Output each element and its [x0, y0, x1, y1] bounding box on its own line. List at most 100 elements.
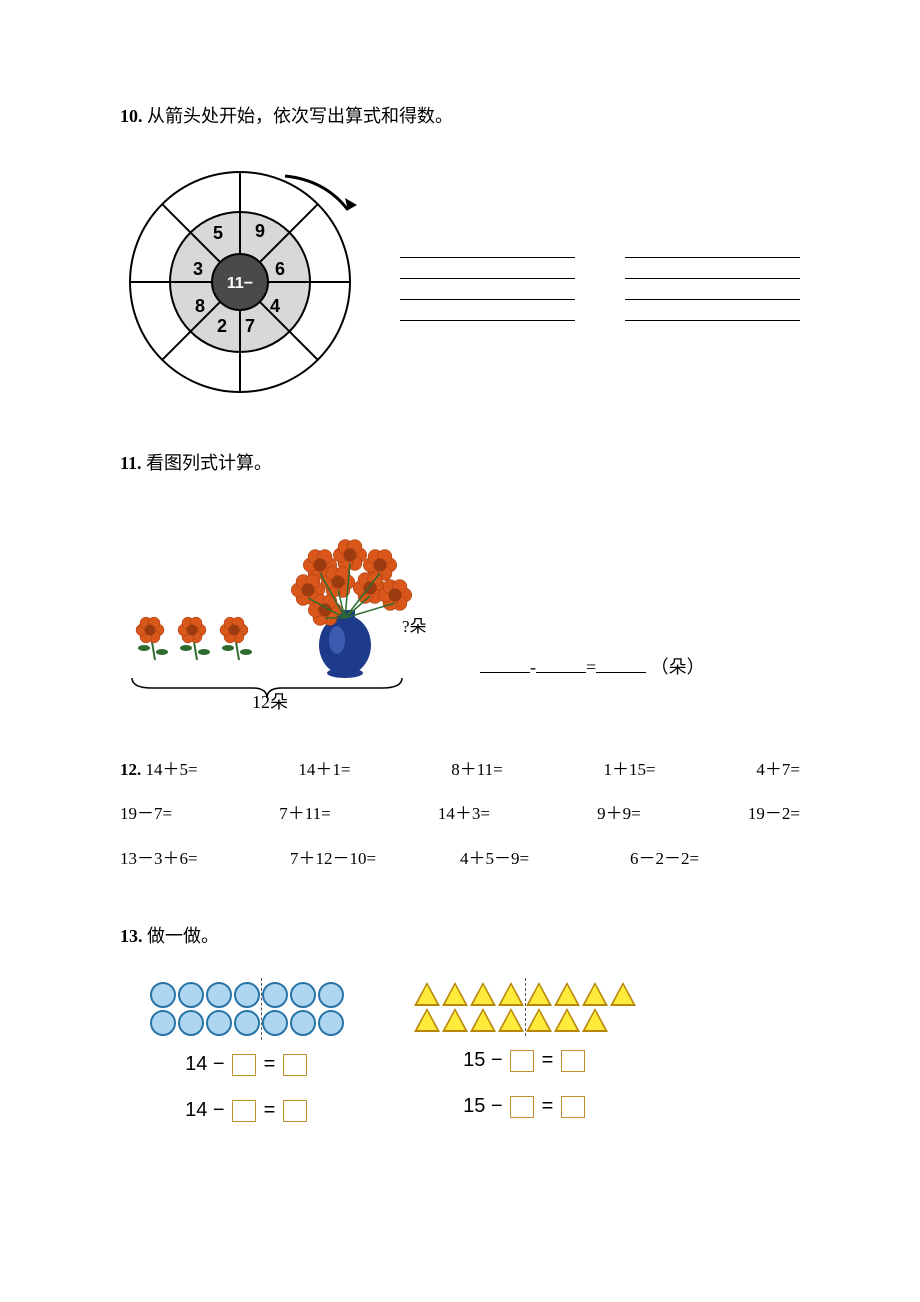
answer-blank[interactable] [625, 299, 800, 300]
equation-line: 14 − = [185, 1046, 309, 1082]
split-line [525, 978, 526, 1036]
arithmetic-expression: 4＋7= [756, 755, 800, 786]
blank-row [400, 278, 800, 279]
svg-text:5: 5 [213, 223, 223, 243]
arithmetic-expression: 14＋1= [298, 755, 350, 786]
circle-icon [262, 1010, 288, 1036]
arithmetic-expression: 4＋5－9= [460, 844, 630, 875]
blank-row [400, 257, 800, 258]
panel-triangles: 15 − = 15 − = [414, 982, 636, 1128]
arithmetic-expression: 12. 14＋5= [120, 755, 198, 786]
answer-blank[interactable] [400, 299, 575, 300]
answer-box[interactable] [283, 1054, 307, 1076]
circle-icon [290, 982, 316, 1008]
triangle-icon [498, 982, 524, 1006]
circle-icon [234, 982, 260, 1008]
problem-11-text: 看图列式计算。 [146, 453, 272, 473]
svg-text:?朵: ?朵 [402, 617, 427, 636]
triangle-icon [582, 1008, 608, 1032]
triangle-icon [442, 1008, 468, 1032]
answer-blank[interactable] [625, 257, 800, 258]
flowers-figure: ?朵 12朵 [120, 510, 450, 710]
equation-line: 15 − = [463, 1088, 587, 1124]
triangle-icon [470, 982, 496, 1006]
arithmetic-expression: 19－2= [748, 799, 800, 830]
shape-row [150, 982, 344, 1008]
problem-11: 11. 看图列式计算。 ?朵 12朵 -= （朵） [120, 447, 800, 709]
triangle-icon [554, 982, 580, 1006]
problem-12-rows: 12. 14＋5=14＋1=8＋11=1＋15=4＋7=19－7=7＋11=14… [120, 755, 800, 875]
answer-box[interactable] [232, 1100, 256, 1122]
problem-11-number: 11. [120, 453, 142, 473]
circle-icon [150, 1010, 176, 1036]
answer-box[interactable] [283, 1100, 307, 1122]
svg-text:7: 7 [245, 316, 255, 336]
equation-blank[interactable] [480, 654, 530, 674]
problem-10-text: 从箭头处开始，依次写出算式和得数。 [147, 106, 453, 126]
problem-10-number: 10. [120, 106, 143, 126]
equation-blank[interactable] [536, 654, 586, 674]
arithmetic-expression: 14＋3= [438, 799, 490, 830]
circle-icon [178, 982, 204, 1008]
answer-box[interactable] [510, 1096, 534, 1118]
blank-row [400, 320, 800, 321]
svg-text:12朵: 12朵 [252, 692, 288, 710]
answer-blank[interactable] [400, 257, 575, 258]
shape-grid [150, 982, 344, 1036]
answer-box[interactable] [232, 1054, 256, 1076]
problem-13-statement: 13. 做一做。 [120, 920, 800, 952]
problem-12: 12. 14＋5=14＋1=8＋11=1＋15=4＋7=19－7=7＋11=14… [120, 755, 800, 875]
circle-icon [234, 1010, 260, 1036]
triangle-icon [414, 982, 440, 1006]
arithmetic-row: 13－3＋6=7＋12－10=4＋5－9=6－2－2= [120, 844, 800, 875]
answer-box[interactable] [561, 1096, 585, 1118]
svg-text:4: 4 [270, 296, 280, 316]
problem-11-body: ?朵 12朵 -= （朵） [120, 510, 800, 710]
problem-10: 10. 从箭头处开始，依次写出算式和得数。 11−96472835 [120, 100, 800, 402]
circle-icon [262, 982, 288, 1008]
circle-icon [206, 1010, 232, 1036]
answer-blank[interactable] [625, 278, 800, 279]
answer-blank-lines [400, 243, 800, 321]
blank-row [400, 299, 800, 300]
arithmetic-expression: 6－2－2= [630, 844, 800, 875]
shape-row [150, 1010, 344, 1036]
arithmetic-expression: 7＋12－10= [290, 844, 460, 875]
equation-template: -= （朵） [480, 651, 705, 709]
triangle-icon [498, 1008, 524, 1032]
split-line [261, 978, 262, 1040]
wheel-diagram: 11−96472835 [120, 162, 360, 402]
circle-icon [178, 1010, 204, 1036]
answer-box[interactable] [510, 1050, 534, 1072]
svg-text:6: 6 [275, 259, 285, 279]
svg-text:3: 3 [193, 259, 203, 279]
triangle-icon [526, 982, 552, 1006]
shape-grid [414, 982, 636, 1032]
problem-13-number: 13. [120, 926, 143, 946]
triangle-icon [414, 1008, 440, 1032]
circle-icon [318, 1010, 344, 1036]
triangle-icon [582, 982, 608, 1006]
arithmetic-row: 19－7=7＋11=14＋3=9＋9=19－2= [120, 799, 800, 830]
answer-blank[interactable] [625, 320, 800, 321]
arithmetic-row: 12. 14＋5=14＋1=8＋11=1＋15=4＋7= [120, 755, 800, 786]
arithmetic-expression: 13－3＋6= [120, 844, 290, 875]
circle-icon [318, 982, 344, 1008]
arithmetic-expression: 19－7= [120, 799, 172, 830]
equation-blank[interactable] [596, 654, 646, 674]
circle-icon [290, 1010, 316, 1036]
answer-box[interactable] [561, 1050, 585, 1072]
answer-blank[interactable] [400, 278, 575, 279]
triangle-icon [470, 1008, 496, 1032]
arithmetic-expression: 9＋9= [597, 799, 641, 830]
equation-line: 14 − = [185, 1092, 309, 1128]
equation-unit: （朵） [651, 657, 705, 677]
triangle-icon [526, 1008, 552, 1032]
triangle-icon [442, 982, 468, 1006]
circle-icon [206, 982, 232, 1008]
problem-12-number: 12. [120, 760, 146, 779]
circle-icon [150, 982, 176, 1008]
answer-blank[interactable] [400, 320, 575, 321]
svg-text:8: 8 [195, 296, 205, 316]
problem-10-body: 11−96472835 [120, 162, 800, 402]
